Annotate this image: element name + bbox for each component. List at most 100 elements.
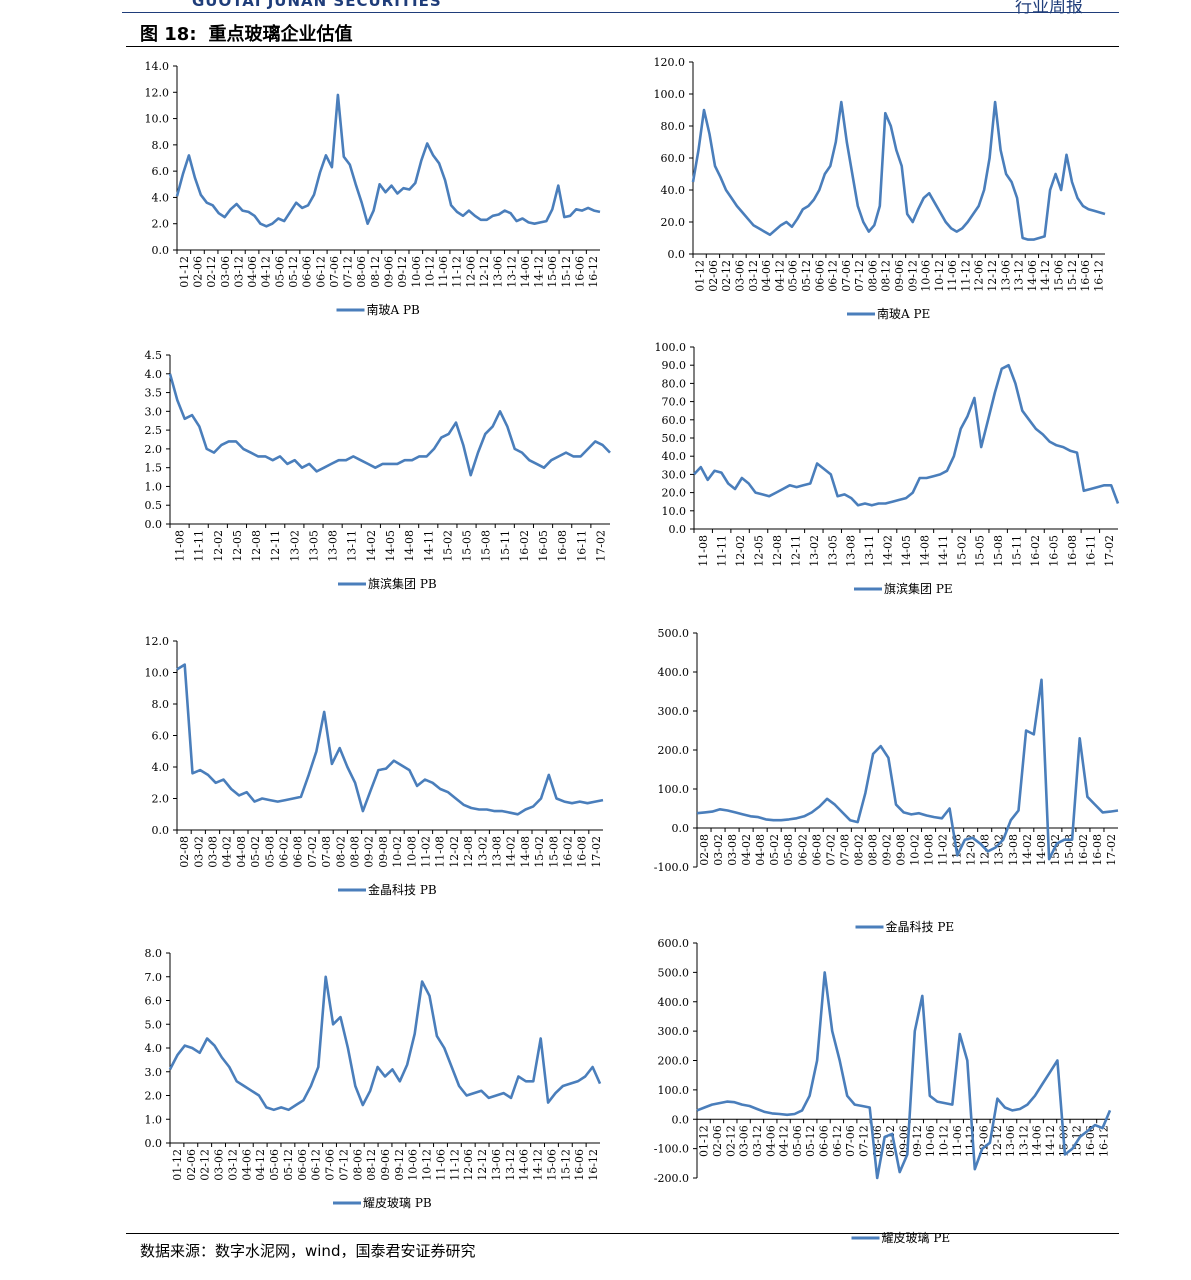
y-tick-label: 14.0: [145, 60, 170, 73]
x-tick-label: 08-12: [884, 1125, 897, 1157]
x-tick-label: 12-11: [789, 535, 802, 567]
x-tick-label: 13-06: [999, 260, 1012, 292]
legend-label: 金晶科技 PB: [368, 882, 437, 897]
x-tick-label: 14-11: [937, 535, 950, 567]
x-tick-label: 13-12: [504, 1149, 517, 1181]
x-tick-label: 15-06: [1057, 1125, 1070, 1157]
x-tick-label: 03-06: [213, 1149, 226, 1181]
x-tick-label: 13-06: [490, 1149, 503, 1181]
x-tick-label: 13-08: [491, 836, 504, 868]
x-tick-label: 11-06: [946, 260, 959, 292]
x-tick-label: 10-12: [937, 1125, 950, 1157]
report-header: GUOTAI JUNAN SECURITIES 行业周报: [0, 0, 1191, 17]
x-tick-label: 11-08: [174, 530, 187, 562]
y-tick-label: -100.0: [654, 861, 689, 874]
x-tick-label: 11-12: [959, 260, 972, 292]
y-tick-label: 1.5: [145, 462, 163, 475]
y-tick-label: 400.0: [658, 996, 690, 1009]
x-tick-label: 10-02: [909, 834, 922, 866]
x-tick-label: 16-05: [537, 530, 550, 562]
y-tick-label: 400.0: [658, 666, 690, 679]
x-tick-label: 09-06: [893, 260, 906, 292]
y-tick-label: 60.0: [662, 414, 687, 427]
x-tick-label: 07-12: [337, 1149, 350, 1181]
x-tick-label: 12-12: [476, 1149, 489, 1181]
x-tick-label: 04-06: [246, 256, 259, 288]
x-tick-label: 11-08: [697, 535, 710, 567]
x-tick-label: 16-02: [562, 836, 575, 868]
x-tick-label: 14-05: [384, 530, 397, 562]
x-tick-label: 04-12: [778, 1125, 791, 1157]
x-tick-label: 01-12: [171, 1149, 184, 1181]
x-tick-label: 14-12: [532, 1149, 545, 1181]
x-tick-label: 10-12: [423, 256, 436, 288]
x-tick-label: 06-06: [301, 256, 314, 288]
legend-label: 旗滨集团 PE: [884, 581, 953, 596]
x-tick-label: 08-06: [355, 256, 368, 288]
x-tick-label: 11-02: [937, 834, 950, 866]
data-source-note: 数据来源：数字水泥网，wind，国泰君安证券研究: [140, 1242, 476, 1260]
y-tick-label: 4.0: [152, 191, 170, 204]
figure-caption: 重点玻璃企业估值: [208, 24, 353, 45]
x-tick-label: 02-06: [185, 1149, 198, 1181]
x-tick-label: 06-02: [796, 834, 809, 866]
legend-label: 南玻A PE: [877, 306, 930, 321]
x-tick-label: 09-02: [363, 836, 376, 868]
x-tick-label: 08-12: [880, 260, 893, 292]
x-tick-label: 05-06: [791, 1125, 804, 1157]
x-tick-label: 15-05: [974, 535, 987, 567]
x-tick-label: 05-06: [273, 256, 286, 288]
x-tick-label: 15-08: [480, 530, 493, 562]
x-tick-label: 07-08: [320, 836, 333, 868]
x-tick-label: 14-08: [1035, 834, 1048, 866]
y-tick-label: 0.0: [145, 1137, 163, 1150]
x-tick-label: 04-08: [235, 836, 248, 868]
x-tick-label: 10-02: [391, 836, 404, 868]
y-tick-label: 100.0: [658, 1084, 690, 1097]
x-tick-label: 14-12: [1044, 1125, 1057, 1157]
y-tick-label: 0.0: [145, 518, 163, 531]
x-tick-label: 13-02: [808, 535, 821, 567]
x-tick-label: 05-06: [787, 260, 800, 292]
x-tick-label: 06-12: [831, 1125, 844, 1157]
legend-label: 南玻A PB: [367, 302, 421, 317]
x-tick-label: 16-12: [587, 1149, 600, 1181]
x-tick-label: 03-02: [712, 834, 725, 866]
x-tick-label: 11-11: [716, 535, 729, 567]
y-tick-label: 0.5: [145, 499, 163, 512]
legend-label: 金晶科技 PE: [886, 919, 955, 934]
x-tick-label: 03-12: [747, 260, 760, 292]
x-tick-label: 13-05: [307, 530, 320, 562]
x-tick-label: 12-02: [734, 535, 747, 567]
x-tick-label: 16-08: [556, 530, 569, 562]
x-tick-label: 09-06: [379, 1149, 392, 1181]
x-tick-label: 10-08: [405, 836, 418, 868]
x-tick-label: 14-02: [505, 836, 518, 868]
x-tick-label: 11-08: [951, 834, 964, 866]
x-tick-label: 10-06: [924, 1125, 937, 1157]
y-tick-label: 90.0: [662, 359, 687, 372]
y-tick-label: 0.0: [672, 1113, 690, 1126]
x-tick-label: 12-08: [771, 535, 784, 567]
x-tick-label: 08-06: [866, 260, 879, 292]
x-tick-label: 04-06: [764, 1125, 777, 1157]
report-type: 行业周报: [1015, 0, 1083, 17]
x-tick-label: 03-02: [192, 836, 205, 868]
y-tick-label: 40.0: [662, 450, 687, 463]
y-tick-label: 120.0: [654, 56, 686, 69]
x-tick-label: 09-08: [377, 836, 390, 868]
x-tick-label: 14-06: [518, 1149, 531, 1181]
x-tick-label: 13-12: [1013, 260, 1026, 292]
x-tick-label: 14-08: [403, 530, 416, 562]
x-tick-label: 08-02: [334, 836, 347, 868]
figure-number: 图 18:: [140, 24, 197, 45]
x-tick-label: 08-06: [351, 1149, 364, 1181]
x-tick-label: 12-08: [462, 836, 475, 868]
x-tick-label: 15-06: [545, 1149, 558, 1181]
x-tick-label: 13-06: [492, 256, 505, 288]
x-tick-label: 12-08: [250, 530, 263, 562]
series-line: [693, 363, 1120, 507]
